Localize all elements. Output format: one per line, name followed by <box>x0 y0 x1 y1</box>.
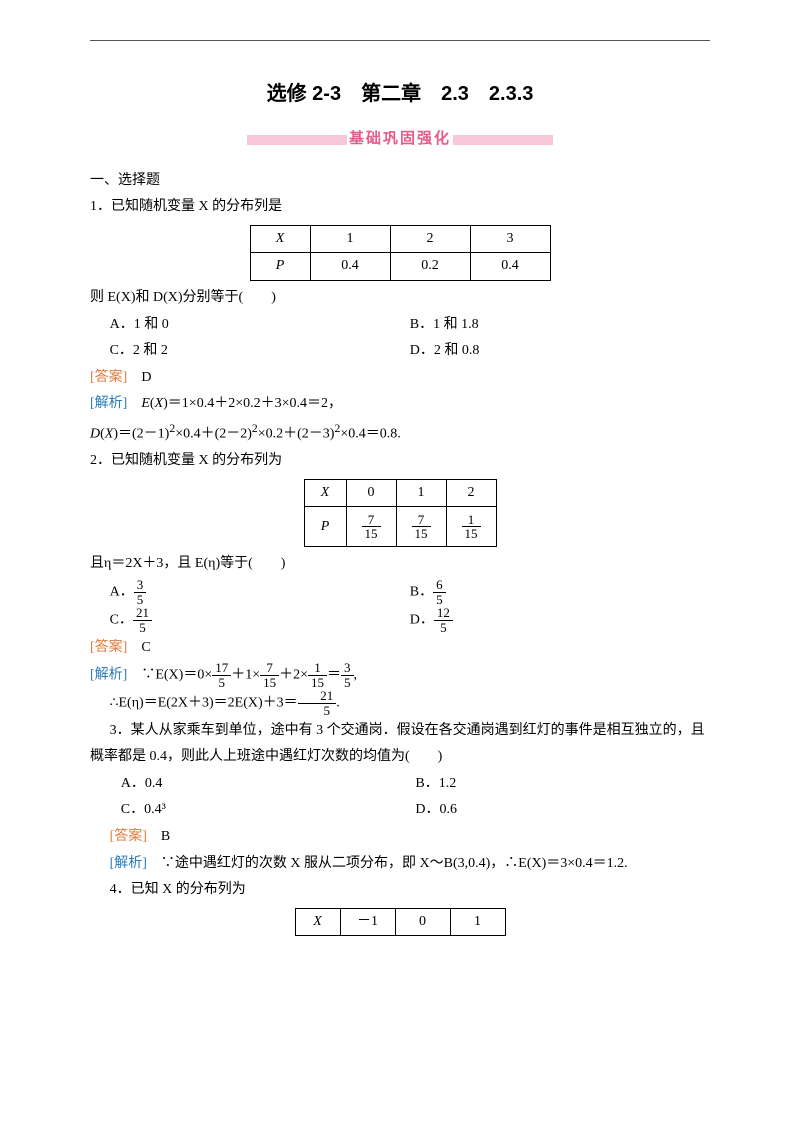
table-cell: 3 <box>470 225 550 253</box>
table-cell: 1 <box>396 479 446 507</box>
table-cell: P <box>304 507 346 547</box>
q2-solution-2: ∴E(η)＝E(2X＋3)＝2E(X)＋3＝215. <box>90 689 710 717</box>
q3-answer: [答案] B <box>90 824 710 851</box>
option-b: B．1.2 <box>415 771 710 798</box>
banner-right-stripe <box>453 135 553 145</box>
option-a: A．0.4 <box>121 771 416 798</box>
option-b: B．1 和 1.8 <box>410 312 710 339</box>
q2-options: A．35 B．65 C．215 D．125 <box>90 578 710 635</box>
q4-stem: 4．已知 X 的分布列为 <box>90 877 710 904</box>
q2-ask: 且η＝2X＋3，且 E(η)等于( ) <box>90 551 710 578</box>
analysis-label: [解析] <box>90 396 127 411</box>
q3-solution: [解析] ∵途中遇红灯的次数 X 服从二项分布，即 X～B(3,0.4)，∴E(… <box>90 851 710 878</box>
answer-value: C <box>141 640 150 655</box>
banner-left-stripe <box>247 135 347 145</box>
banner-text: 基础巩固强化 <box>347 125 453 154</box>
table-cell: 115 <box>446 507 496 547</box>
q2-stem: 2．已知随机变量 X 的分布列为 <box>90 448 710 475</box>
q1-stem: 1．已知随机变量 X 的分布列是 <box>90 194 710 221</box>
table-cell: －1 <box>340 908 395 936</box>
option-c: C．2 和 2 <box>110 338 410 365</box>
answer-label: [答案] <box>110 829 147 844</box>
analysis-label: [解析] <box>110 856 147 871</box>
table-cell: 2 <box>390 225 470 253</box>
table-cell: 0.4 <box>310 253 390 281</box>
q1-ask: 则 E(X)和 D(X)分别等于( ) <box>90 285 710 312</box>
table-cell: 715 <box>346 507 396 547</box>
q1-options: A．1 和 0 B．1 和 1.8 C．2 和 2 D．2 和 0.8 <box>90 312 710 365</box>
table-cell: 715 <box>396 507 446 547</box>
table-cell: X <box>295 908 340 936</box>
option-d: D．0.6 <box>415 797 710 824</box>
top-rule <box>90 40 710 41</box>
q3-stem: 3．某人从家乘车到单位，途中有 3 个交通岗．假设在各交通岗遇到红灯的事件是相互… <box>90 718 710 771</box>
table-cell: 2 <box>446 479 496 507</box>
option-b: B．65 <box>410 578 710 606</box>
solution-text: ∵途中遇红灯的次数 X 服从二项分布，即 X～B(3,0.4)，∴E(X)＝3×… <box>161 856 628 871</box>
option-c: C．215 <box>110 606 410 634</box>
table-cell: 0 <box>395 908 450 936</box>
option-a: A．1 和 0 <box>110 312 410 339</box>
answer-label: [答案] <box>90 370 127 385</box>
table-cell: 0.2 <box>390 253 470 281</box>
q4-table: X －1 0 1 <box>295 908 506 937</box>
q1-solution-2: D(X)＝(2－1)2×0.4＋(2－2)2×0.2＋(2－3)2×0.4＝0.… <box>90 418 710 448</box>
q1-table: X 1 2 3 P 0.4 0.2 0.4 <box>250 225 551 281</box>
page-title: 选修 2-3 第二章 2.3 2.3.3 <box>90 75 710 113</box>
option-d: D．2 和 0.8 <box>410 338 710 365</box>
option-c: C．0.4³ <box>121 797 416 824</box>
q2-answer: [答案] C <box>90 635 710 662</box>
section-banner: 基础巩固强化 <box>90 125 710 154</box>
answer-label: [答案] <box>90 640 127 655</box>
table-cell: P <box>250 253 310 281</box>
option-d: D．125 <box>410 606 710 634</box>
table-cell: 0.4 <box>470 253 550 281</box>
table-cell: 1 <box>310 225 390 253</box>
table-cell: 1 <box>450 908 505 936</box>
section-heading: 一、选择题 <box>90 168 710 195</box>
q1-answer: [答案] D <box>90 365 710 392</box>
table-cell: 0 <box>346 479 396 507</box>
q2-solution-1: [解析] ∵E(X)＝0×175＋1×715＋2×115＝35, <box>90 661 710 689</box>
analysis-label: [解析] <box>90 667 127 682</box>
q1-solution-1: [解析] E(X)E(X)＝1×0.4＋2×0.2＋3×0.4＝2，＝1×0.4… <box>90 391 710 418</box>
table-cell: X <box>304 479 346 507</box>
option-a: A．35 <box>110 578 410 606</box>
answer-value: B <box>161 829 170 844</box>
answer-value: D <box>141 370 151 385</box>
q3-options: A．0.4 B．1.2 C．0.4³ D．0.6 <box>90 771 710 824</box>
table-cell: X <box>250 225 310 253</box>
q2-table: X 0 1 2 P 715 715 115 <box>304 479 497 548</box>
